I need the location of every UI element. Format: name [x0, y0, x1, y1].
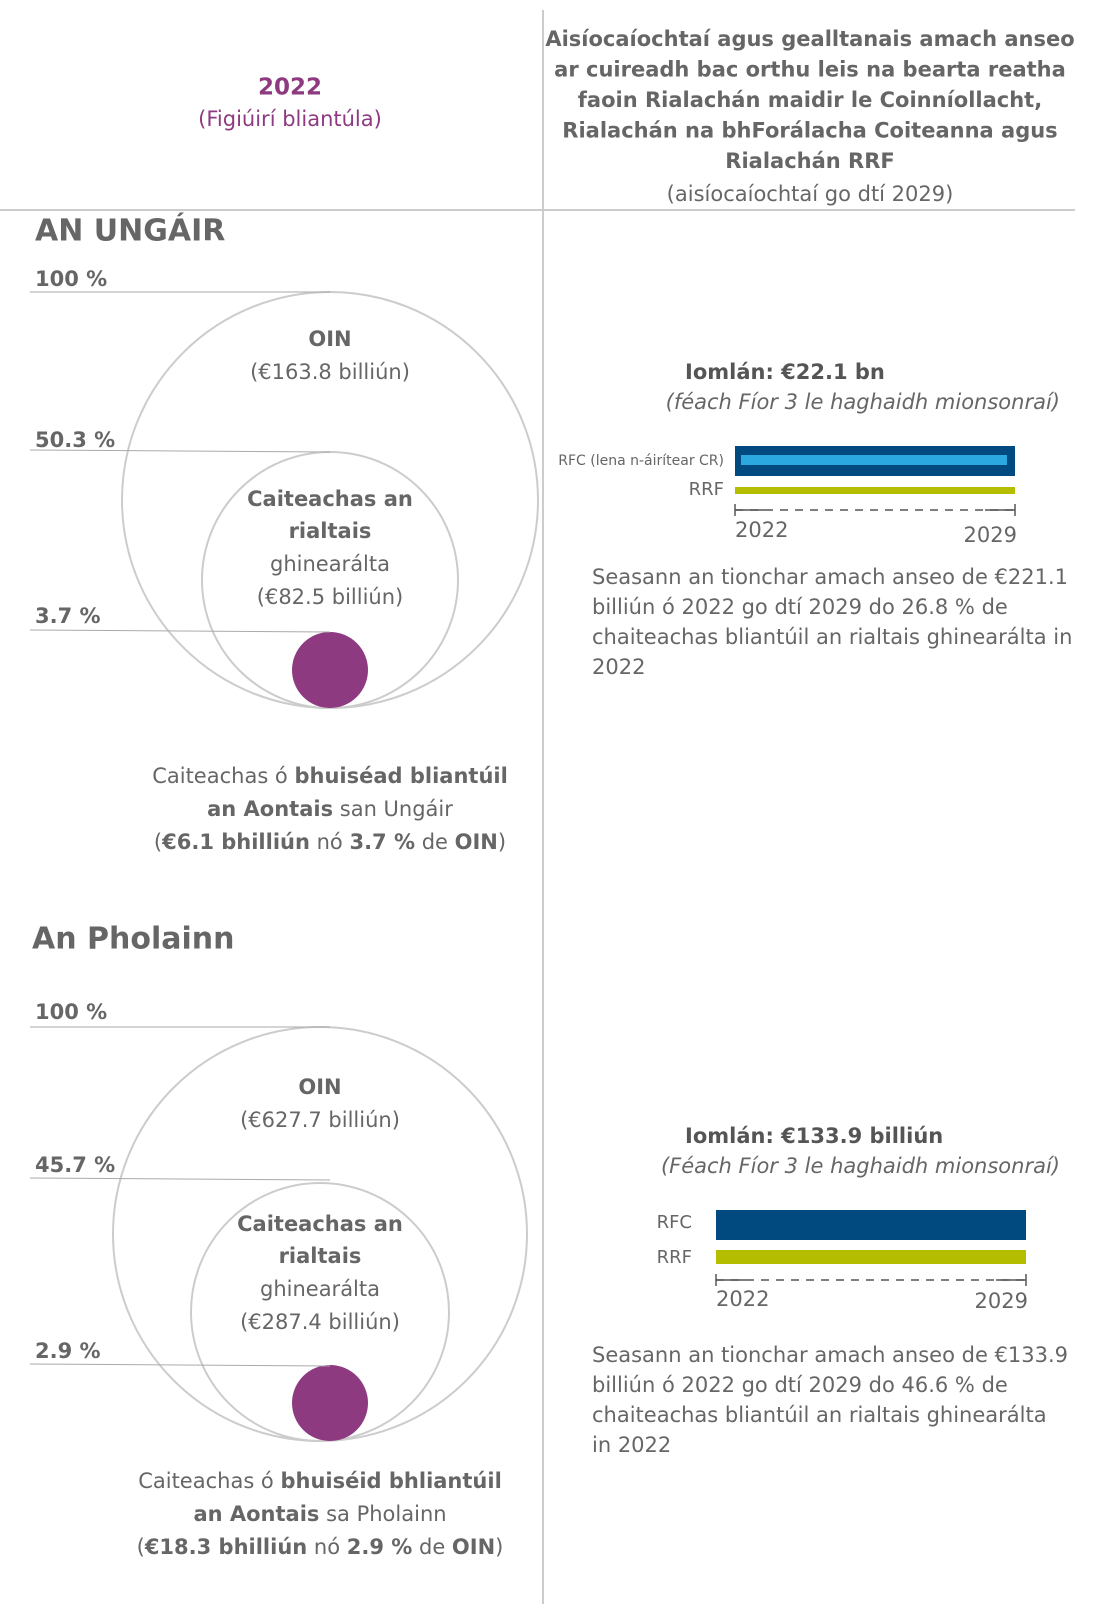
rrf-bar	[735, 487, 1015, 494]
col2-title-line: ar cuireadh bac orthu leis na bearta rea…	[554, 58, 1066, 82]
bar-label: RRF	[657, 1247, 692, 1268]
bar-label: RRF	[689, 479, 724, 500]
caption-segment: OIN	[455, 830, 498, 854]
caption-segment: Caiteachas ó	[138, 1469, 280, 1493]
caption-segment: )	[495, 1535, 503, 1559]
caption-line: Caiteachas ó bhuiséad bliantúil	[152, 764, 508, 788]
leader-line	[29, 449, 331, 453]
col2-title-line: Rialachán na bhForálacha Coiteanna agus	[562, 119, 1057, 143]
total: Iomlán: €22.1 bn	[685, 360, 885, 384]
inner-label-line: Caiteachas an	[237, 1212, 403, 1236]
caption-segment: 3.7 %	[349, 830, 415, 854]
timeline-label: 2022	[735, 518, 788, 542]
caption-line: (€18.3 bhilliún nó 2.9 % de OIN)	[137, 1535, 504, 1559]
caption-segment: (	[154, 830, 162, 854]
paragraph-line: chaiteachas bliantúil an rialtais ghinea…	[592, 1403, 1047, 1427]
country-name: An Pholainn	[32, 922, 235, 957]
caption-segment: (	[137, 1535, 145, 1559]
circle-percent-label: 100 %	[35, 1000, 107, 1024]
note: (Féach Fíor 3 le haghaidh mionsonraí)	[661, 1154, 1060, 1178]
cr-bar	[741, 455, 1007, 465]
col2-title-line: faoin Rialachán maidir le Coinníollacht,	[578, 88, 1042, 112]
circle-percent-label: 50.3 %	[35, 428, 115, 452]
paragraph-line: Seasann an tionchar amach anseo de €133.…	[592, 1343, 1068, 1367]
paragraph-line: Seasann an tionchar amach anseo de €221.…	[592, 565, 1068, 589]
paragraph-line: billiún ó 2022 go dtí 2029 do 26.8 % de	[592, 595, 1008, 619]
col2-subtitle: (aisíocaíochtaí go dtí 2029)	[667, 182, 954, 206]
paragraph-line: chaiteachas bliantúil an rialtais ghinea…	[592, 625, 1072, 649]
inner-sub: ghinearálta	[260, 1277, 380, 1301]
caption-segment: €6.1 bhilliún	[161, 830, 310, 854]
rfc-bar	[716, 1210, 1026, 1240]
col1-title: 2022	[258, 75, 322, 101]
outer-label: OIN	[298, 1075, 341, 1099]
circle-percent-label: 2.9 %	[35, 1339, 101, 1363]
col1-subtitle: (Figiúirí bliantúla)	[198, 107, 382, 131]
circle-percent-label: 45.7 %	[35, 1153, 115, 1177]
eu-budget-dot	[292, 1365, 368, 1441]
inner-sub: ghinearálta	[270, 552, 390, 576]
caption-segment: bhuiséid bhliantúil	[280, 1469, 501, 1493]
caption-segment: an Aontais	[193, 1502, 319, 1526]
paragraph-line: 2022	[592, 655, 645, 679]
outer-label: OIN	[308, 327, 351, 351]
caption-segment: nó	[307, 1535, 347, 1559]
bar-label: RFC (lena n-áirítear CR)	[558, 453, 724, 469]
caption-segment: sa Pholainn	[319, 1502, 446, 1526]
timeline-label: 2029	[975, 1289, 1028, 1313]
leader-line	[29, 1177, 331, 1181]
caption-line: (€6.1 bhilliún nó 3.7 % de OIN)	[154, 830, 506, 854]
caption-segment: Caiteachas ó	[152, 764, 294, 788]
caption-line: Caiteachas ó bhuiséid bhliantúil	[138, 1469, 502, 1493]
caption-segment: de	[415, 830, 455, 854]
inner-value: (€287.4 billiún)	[240, 1310, 400, 1334]
bar-label: RFC	[657, 1212, 692, 1233]
inner-value: (€82.5 billiún)	[257, 585, 403, 609]
caption-line: an Aontais san Ungáir	[207, 797, 453, 821]
col2-title-line: Rialachán RRF	[725, 149, 894, 173]
caption-segment: )	[498, 830, 506, 854]
eu-budget-dot	[292, 632, 368, 708]
circle-percent-label: 3.7 %	[35, 604, 101, 628]
inner-label-line: Caiteachas an	[247, 487, 413, 511]
caption-segment: €18.3 bhilliún	[144, 1535, 307, 1559]
leader-line	[29, 629, 331, 633]
total: Iomlán: €133.9 billiún	[685, 1124, 943, 1148]
outer-value: (€627.7 billiún)	[240, 1108, 400, 1132]
caption-segment: nó	[310, 830, 350, 854]
caption-segment: de	[412, 1535, 452, 1559]
country-name: AN UNGÁIR	[35, 213, 225, 249]
col2-title-line: Aisíocaíochtaí agus gealltanais amach an…	[545, 27, 1074, 51]
circle-percent-label: 100 %	[35, 267, 107, 291]
caption-segment: san Ungáir	[333, 797, 453, 821]
paragraph-line: billiún ó 2022 go dtí 2029 do 46.6 % de	[592, 1373, 1008, 1397]
caption-segment: bhuiséad bliantúil	[294, 764, 507, 788]
timeline-label: 2029	[964, 523, 1017, 547]
outer-value: (€163.8 billiún)	[250, 360, 410, 384]
inner-label-line: rialtais	[289, 519, 372, 543]
caption-segment: OIN	[452, 1535, 495, 1559]
paragraph-line: in 2022	[592, 1433, 671, 1457]
caption-segment: an Aontais	[207, 797, 333, 821]
inner-label-line: rialtais	[279, 1244, 362, 1268]
caption-line: an Aontais sa Pholainn	[193, 1502, 446, 1526]
note: (féach Fíor 3 le haghaidh mionsonraí)	[666, 390, 1060, 414]
inner-circle	[190, 1182, 450, 1442]
timeline-label: 2022	[716, 1287, 769, 1311]
rrf-bar	[716, 1250, 1026, 1264]
caption-segment: 2.9 %	[347, 1535, 413, 1559]
leader-line	[29, 1363, 331, 1367]
